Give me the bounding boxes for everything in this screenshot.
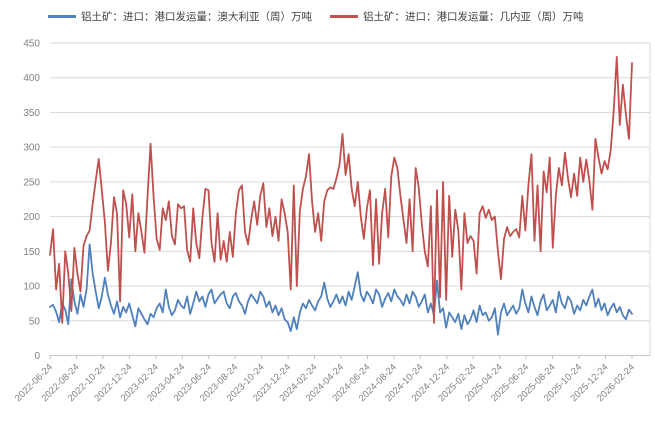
y-tick-label: 350 [23,108,40,119]
y-tick-label: 300 [23,143,40,154]
y-gridlines [50,42,650,356]
y-tick-label: 150 [23,247,40,258]
series-line-australia [49,243,633,336]
y-tick-label: 200 [23,212,40,223]
chart-legend: 铝土矿：进口：港口发运量：澳大利亚（周）万吨 铝土矿：进口：港口发运量：几内亚（… [48,9,584,24]
x-axis-labels: 2022-06-242022-08-242022-10-242022-12-24… [13,362,637,404]
x-tick-marks [49,355,633,359]
y-tick-label: 250 [23,177,40,188]
legend-line-swatch-red [330,15,358,18]
legend-label-australia: 铝土矿：进口：港口发运量：澳大利亚（周）万吨 [81,11,312,23]
y-axis-labels: 0 50 100 150 200 250 300 350 400 450 [23,39,40,363]
legend-line-swatch-blue [48,15,76,18]
legend-item-guinea: 铝土矿：进口：港口发运量：几内亚（周）万吨 [330,9,584,24]
y-tick-label: 100 [23,282,40,293]
y-tick-label: 0 [34,351,40,362]
legend-label-guinea: 铝土矿：进口：港口发运量：几内亚（周）万吨 [363,11,584,23]
legend-item-australia: 铝土矿：进口：港口发运量：澳大利亚（周）万吨 [48,9,312,24]
series-line-guinea [49,55,633,324]
y-tick-label: 400 [23,73,40,84]
y-tick-label: 50 [29,316,41,327]
y-tick-label: 450 [23,39,40,50]
